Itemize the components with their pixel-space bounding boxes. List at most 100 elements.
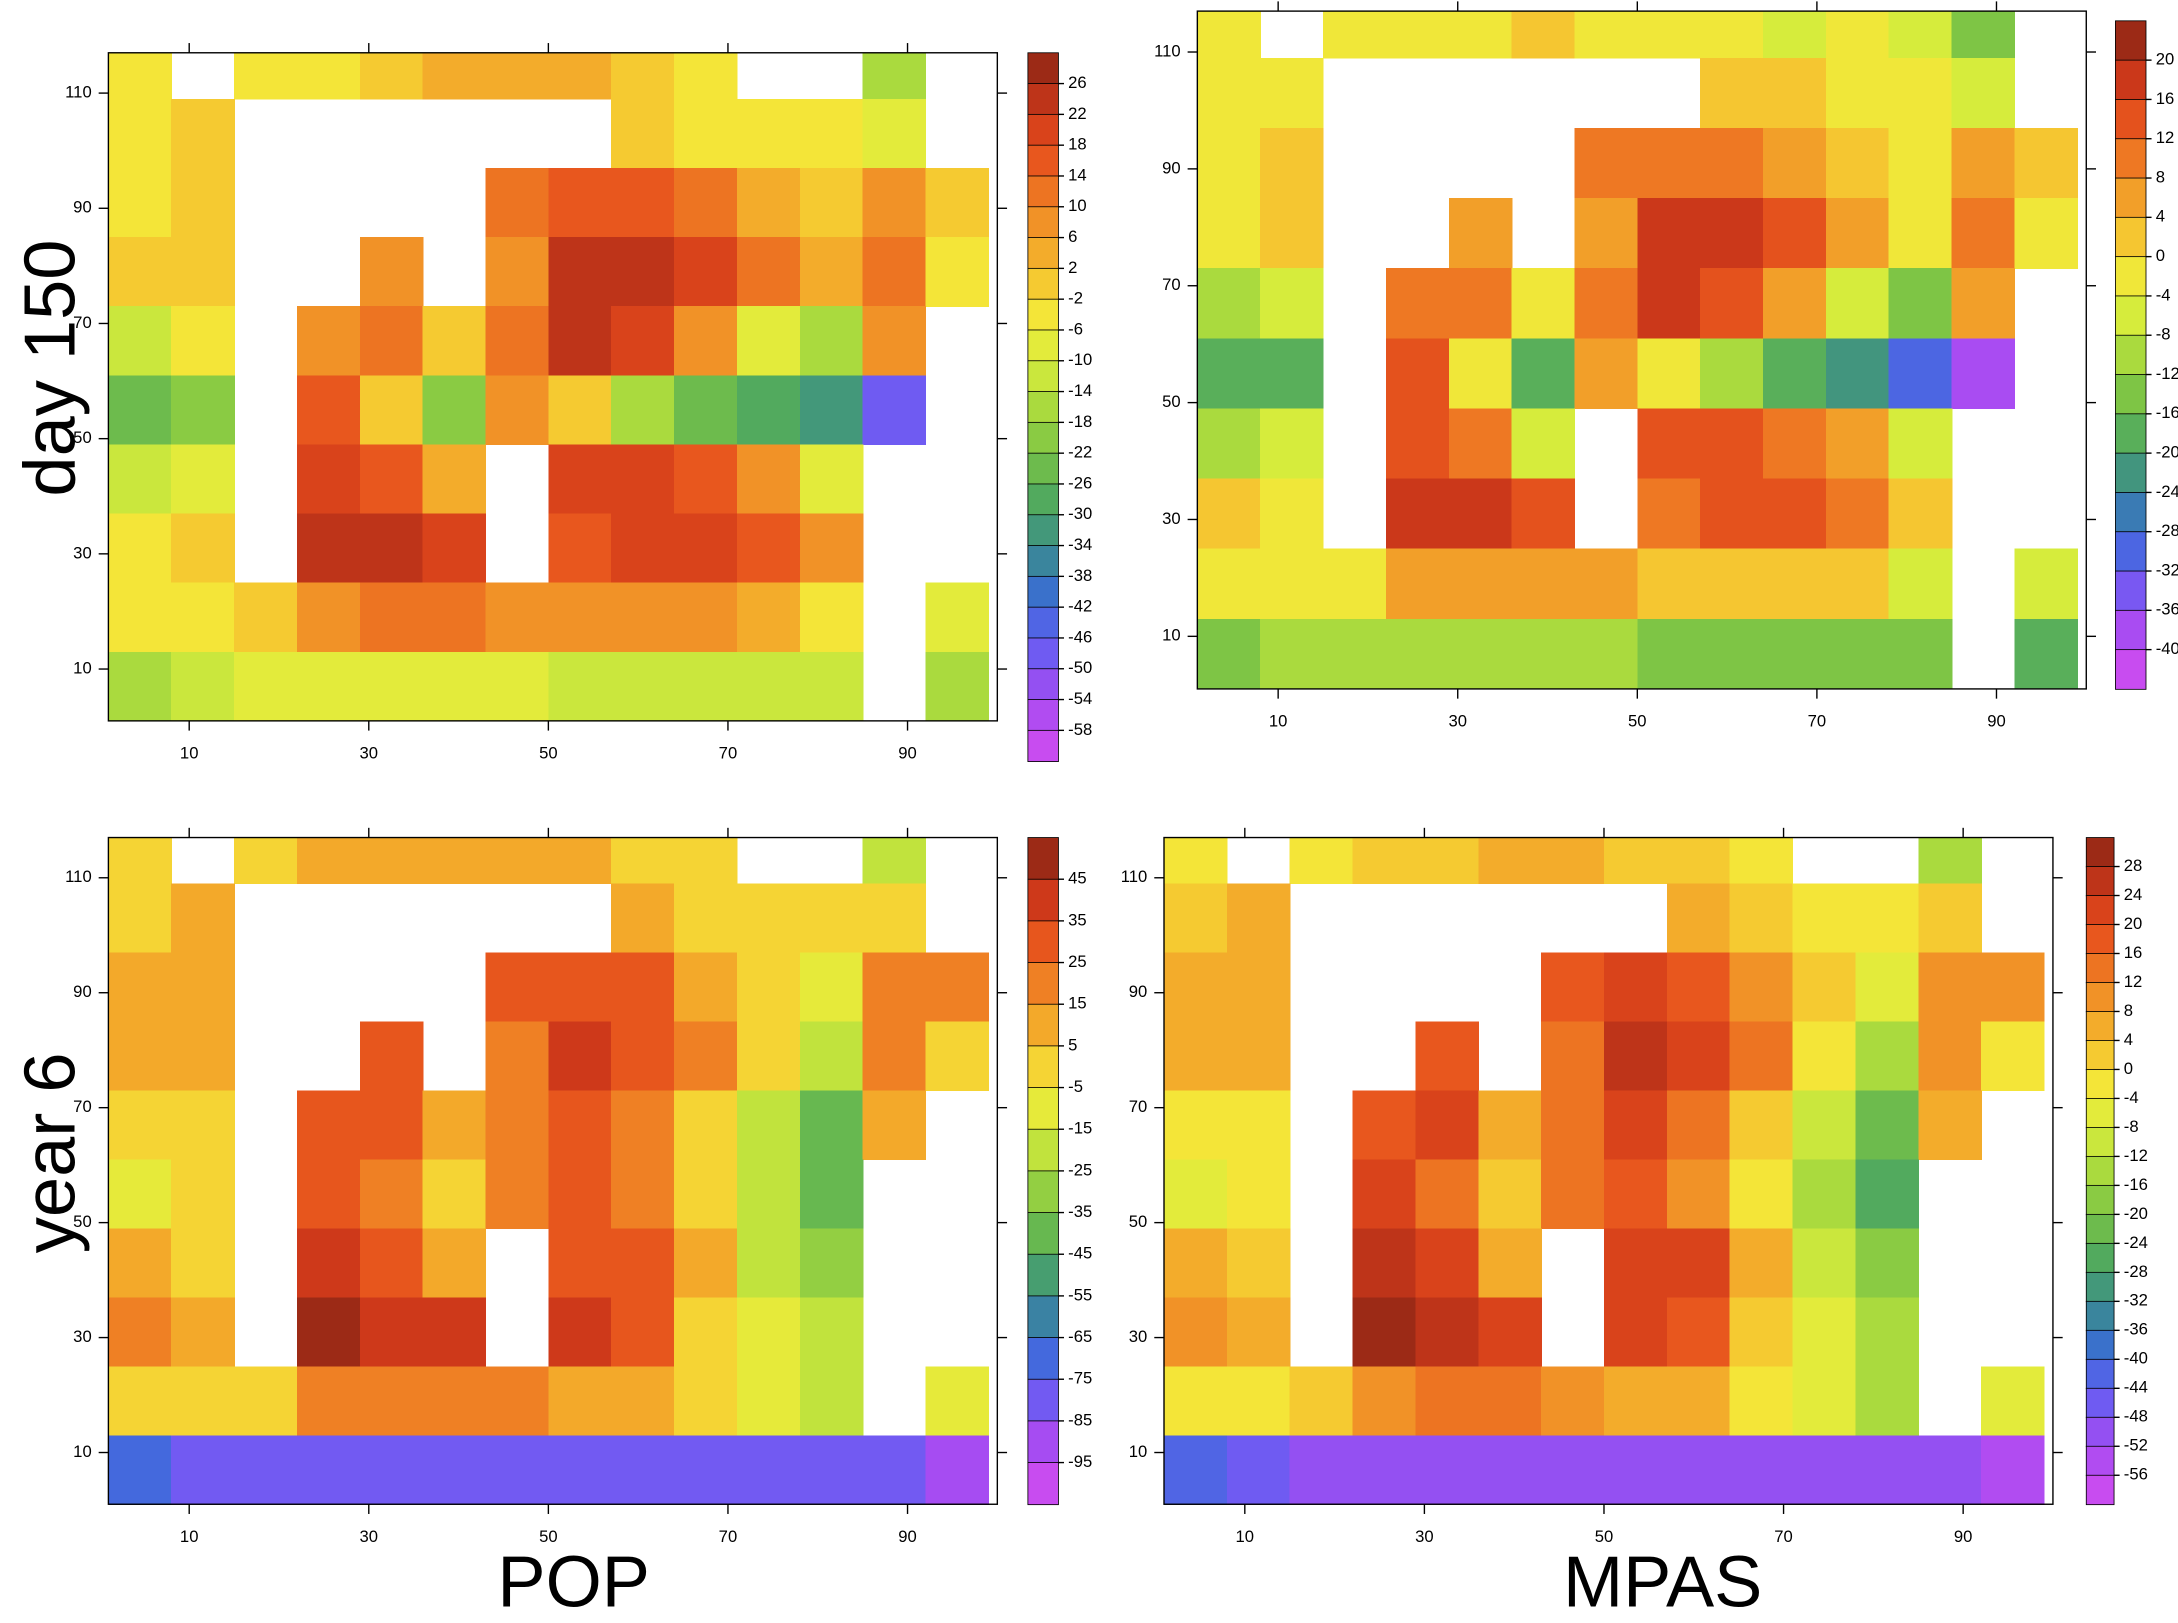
cell <box>1825 548 1890 620</box>
cell <box>862 1021 927 1092</box>
colorbar-box <box>2085 1098 2115 1129</box>
cell <box>1700 127 1764 199</box>
cell <box>1226 1090 1291 1161</box>
colorbar-box <box>1027 1295 1059 1339</box>
cell <box>799 1021 864 1092</box>
cell <box>422 1090 487 1161</box>
cell <box>108 883 172 954</box>
cell <box>736 1021 801 1092</box>
cell <box>171 1021 235 1092</box>
y-tick-label: 10 <box>73 1442 92 1461</box>
cell <box>1164 1435 1228 1505</box>
colorbar-box <box>1027 575 1059 608</box>
colorbar-box <box>1027 545 1059 578</box>
y-tick-label: 90 <box>1129 982 1148 1001</box>
cell <box>1448 11 1513 59</box>
cell <box>1666 1297 1731 1368</box>
cell <box>1763 198 1827 269</box>
cell <box>1164 1228 1228 1299</box>
plot-frame <box>107 836 999 1505</box>
cell <box>1700 338 1764 410</box>
cell <box>1637 408 1701 480</box>
cell <box>1415 837 1479 885</box>
cell <box>1260 618 1324 690</box>
x-tick-label: 30 <box>1448 712 1467 731</box>
cell <box>862 1435 927 1505</box>
colorbar-label: -50 <box>1068 658 1092 677</box>
cell <box>2014 618 2078 690</box>
cell <box>296 52 361 100</box>
cell <box>1574 127 1639 199</box>
colorbar-label: -40 <box>2124 1349 2148 1368</box>
cell <box>359 375 424 446</box>
cell <box>674 237 738 307</box>
cell <box>1260 338 1324 410</box>
cell <box>108 1021 172 1092</box>
colorbar-label: 20 <box>2156 50 2175 69</box>
colorbar-label: -48 <box>2124 1407 2148 1426</box>
cell <box>1164 952 1228 1023</box>
cell <box>799 237 864 307</box>
cell <box>1666 1090 1731 1161</box>
cell <box>171 1366 235 1436</box>
colorbar-box <box>1027 1170 1059 1214</box>
cell <box>234 52 298 100</box>
cell <box>1164 883 1228 954</box>
colorbar-box <box>1027 391 1059 424</box>
cell <box>171 306 235 377</box>
x-tick-label: 90 <box>898 744 917 763</box>
colorbar-box <box>2115 256 2147 297</box>
cell <box>108 52 172 100</box>
y-tick-label: 70 <box>1129 1097 1148 1116</box>
colorbar-label: 25 <box>1068 952 1087 971</box>
cell <box>611 306 675 377</box>
cell <box>1855 1435 1919 1505</box>
heatmap <box>108 837 990 1505</box>
cell <box>1511 11 1576 59</box>
cell <box>1574 198 1639 269</box>
colorbar-label: 16 <box>2156 89 2175 108</box>
cell <box>422 651 487 722</box>
cell <box>925 167 990 238</box>
cell <box>1918 837 1982 885</box>
colorbar-label: -56 <box>2124 1465 2148 1484</box>
cell <box>1700 268 1764 340</box>
cell <box>1792 1159 1857 1230</box>
colorbar-label: 12 <box>2156 128 2175 147</box>
colorbar-box <box>1027 52 1059 85</box>
colorbar-box <box>1027 606 1059 639</box>
cell <box>108 167 172 238</box>
cell <box>1763 548 1827 620</box>
cell <box>1700 478 1764 550</box>
x-tick-label: 70 <box>1774 1527 1793 1546</box>
cell <box>485 167 550 238</box>
colorbar-label: -46 <box>1068 627 1092 646</box>
colorbar-box <box>1027 878 1059 922</box>
colorbar-label: -54 <box>1068 689 1092 708</box>
cell <box>1448 268 1513 340</box>
cell <box>1448 198 1513 269</box>
cell <box>736 237 801 307</box>
x-tick-label: 70 <box>719 1527 738 1546</box>
cell <box>611 98 675 169</box>
cell <box>296 651 361 722</box>
colorbar-box <box>1027 144 1059 177</box>
cell <box>674 98 738 169</box>
cell <box>1918 1090 1982 1161</box>
colorbar-label: 18 <box>1068 135 1087 154</box>
y-tick-label: 30 <box>1129 1327 1148 1346</box>
cell <box>422 1159 487 1230</box>
cell <box>799 1297 864 1368</box>
colorbar-label: -45 <box>1068 1244 1092 1263</box>
cell <box>736 513 801 584</box>
y-tick-label: 10 <box>1129 1442 1148 1461</box>
y-tick-label: 30 <box>1162 509 1181 528</box>
cell <box>1637 268 1701 340</box>
cell <box>108 1297 172 1368</box>
cell <box>1700 548 1764 620</box>
cell <box>1574 11 1639 59</box>
colorbar-box <box>2115 216 2147 258</box>
colorbar-label: 10 <box>1068 196 1087 215</box>
cell <box>1763 57 1827 129</box>
